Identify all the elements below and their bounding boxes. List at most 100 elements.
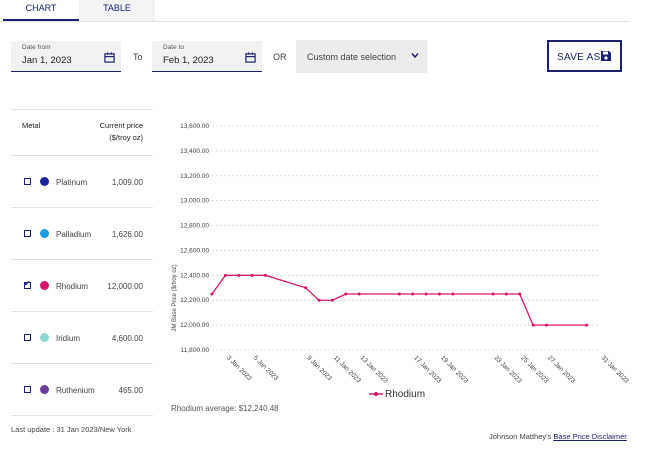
save-icon [601,51,611,61]
data-point[interactable] [397,292,401,296]
save-as-button[interactable]: SAVE AS [547,40,622,72]
checkbox[interactable] [24,334,31,341]
color-dot-icon [40,385,49,394]
x-tick-label: 9 Jan 2023 [305,354,333,382]
average-text: Rhodium average: $12,240.48 [171,404,279,413]
disclaimer-link[interactable]: Base Price Disclaimer [553,432,627,441]
data-point[interactable] [411,292,415,296]
checkbox[interactable] [24,178,31,185]
metal-row-platinum[interactable]: Platinum 1,009.00 [11,162,153,202]
price-column-unit: ($/troy oz) [109,133,143,142]
legend-label-rhodium[interactable]: Rhodium [385,389,426,400]
checkbox[interactable] [24,279,31,289]
metal-name: Ruthenium [56,386,95,395]
y-tick-label: 12,000.00 [180,322,209,329]
row-divider [11,259,153,260]
table-bottom-divider [11,415,153,416]
x-tick-label: 5 Jan 2023 [252,354,280,382]
y-tick-label: 13,600.00 [180,123,209,130]
row-divider [11,207,153,208]
legend-marker-icon [369,392,383,396]
metal-price: 12,000.00 [107,282,143,291]
tab-table[interactable]: TABLE [79,0,155,21]
chevron-down-icon [411,53,419,59]
date-from-label: Date from [22,44,51,51]
save-as-label: SAVE AS [557,52,601,63]
price-line-chart: 11,800.00 12,000.00 12,200.00 12,400.00 12,6… [172,123,630,385]
x-tick-label: 13 Jan 2023 [359,354,390,385]
tabs-divider [0,21,630,22]
date-to-field[interactable]: Date to Feb 1, 2023 [152,41,262,72]
data-point[interactable] [223,273,227,277]
y-tick-label: 13,400.00 [180,148,209,155]
calendar-icon[interactable] [104,52,115,63]
data-point[interactable] [210,292,214,296]
disclaimer: Johnson Matthey's Base Price Disclaimer [489,432,627,441]
metal-price: 1,009.00 [111,178,143,187]
data-point[interactable] [424,292,428,296]
metal-name: Iridium [56,334,81,343]
custom-date-select-label: Custom date selection [307,52,397,62]
data-point[interactable] [344,292,348,296]
date-from-field[interactable]: Date from Jan 1, 2023 [11,41,121,72]
data-point[interactable] [518,292,522,296]
row-divider [11,363,153,364]
y-tick-label: 11,800.00 [181,347,210,354]
x-tick-label: 3 Jan 2023 [225,354,253,382]
last-update-text: Last update : 31 Jan 2023/New York [11,425,132,434]
row-divider [11,311,153,312]
metal-price: 4,600.00 [111,334,143,343]
checkbox[interactable] [24,386,31,393]
disclaimer-prefix: Johnson Matthey's [489,432,554,441]
data-point[interactable] [357,292,361,296]
metal-row-ruthenium[interactable]: Ruthenium 465.00 [11,370,153,410]
data-point[interactable] [237,273,241,277]
metal-row-iridium[interactable]: Iridium 4,600.00 [11,318,153,358]
y-tick-label: 13,000.00 [180,198,209,205]
metal-column-header: Metal [22,121,41,130]
y-tick-label: 12,600.00 [180,247,209,254]
tab-chart[interactable]: CHART [3,0,79,21]
y-tick-label: 12,800.00 [180,223,209,230]
date-to-value: Feb 1, 2023 [163,55,214,66]
date-to-label: Date to [163,44,184,51]
y-tick-label: 13,200.00 [180,173,209,180]
data-point[interactable] [491,292,495,296]
date-from-value: Jan 1, 2023 [22,55,72,66]
data-point[interactable] [504,292,508,296]
x-tick-label: 19 Jan 2023 [439,354,470,385]
price-column-header: Current price [99,121,143,130]
metal-row-rhodium[interactable]: Rhodium 12,000.00 [11,266,153,306]
data-point[interactable] [304,286,308,290]
metal-row-palladium[interactable]: Palladium 1,626.00 [11,214,153,254]
or-label: OR [273,52,287,62]
data-point[interactable] [437,292,441,296]
x-tick-label: 25 Jan 2023 [519,354,550,385]
data-point[interactable] [544,323,548,327]
metal-name: Rhodium [56,282,89,291]
metal-name: Palladium [56,230,92,239]
color-dot-icon [40,177,49,186]
custom-date-select[interactable]: Custom date selection [296,40,427,73]
data-point[interactable] [451,292,455,296]
to-label: To [133,52,143,62]
color-dot-icon [40,281,49,290]
x-tick-label: 31 Jan 2023 [600,354,630,385]
x-tick-label: 23 Jan 2023 [493,354,524,385]
data-point[interactable] [317,298,321,302]
row-divider [11,155,153,156]
data-point[interactable] [585,323,589,327]
checkbox[interactable] [24,230,31,237]
data-point[interactable] [330,298,334,302]
data-point[interactable] [250,273,254,277]
color-dot-icon [40,333,49,342]
y-tick-label: 12,200.00 [180,297,209,304]
data-point[interactable] [264,273,268,277]
calendar-icon[interactable] [245,52,256,63]
data-point[interactable] [531,323,535,327]
y-tick-label: 12,400.00 [180,272,209,279]
y-axis-label: JM Base Price ($/troy oz) [172,264,178,331]
table-top-divider [11,109,153,110]
x-tick-label: 27 Jan 2023 [546,354,577,385]
x-tick-label: 11 Jan 2023 [332,354,362,384]
